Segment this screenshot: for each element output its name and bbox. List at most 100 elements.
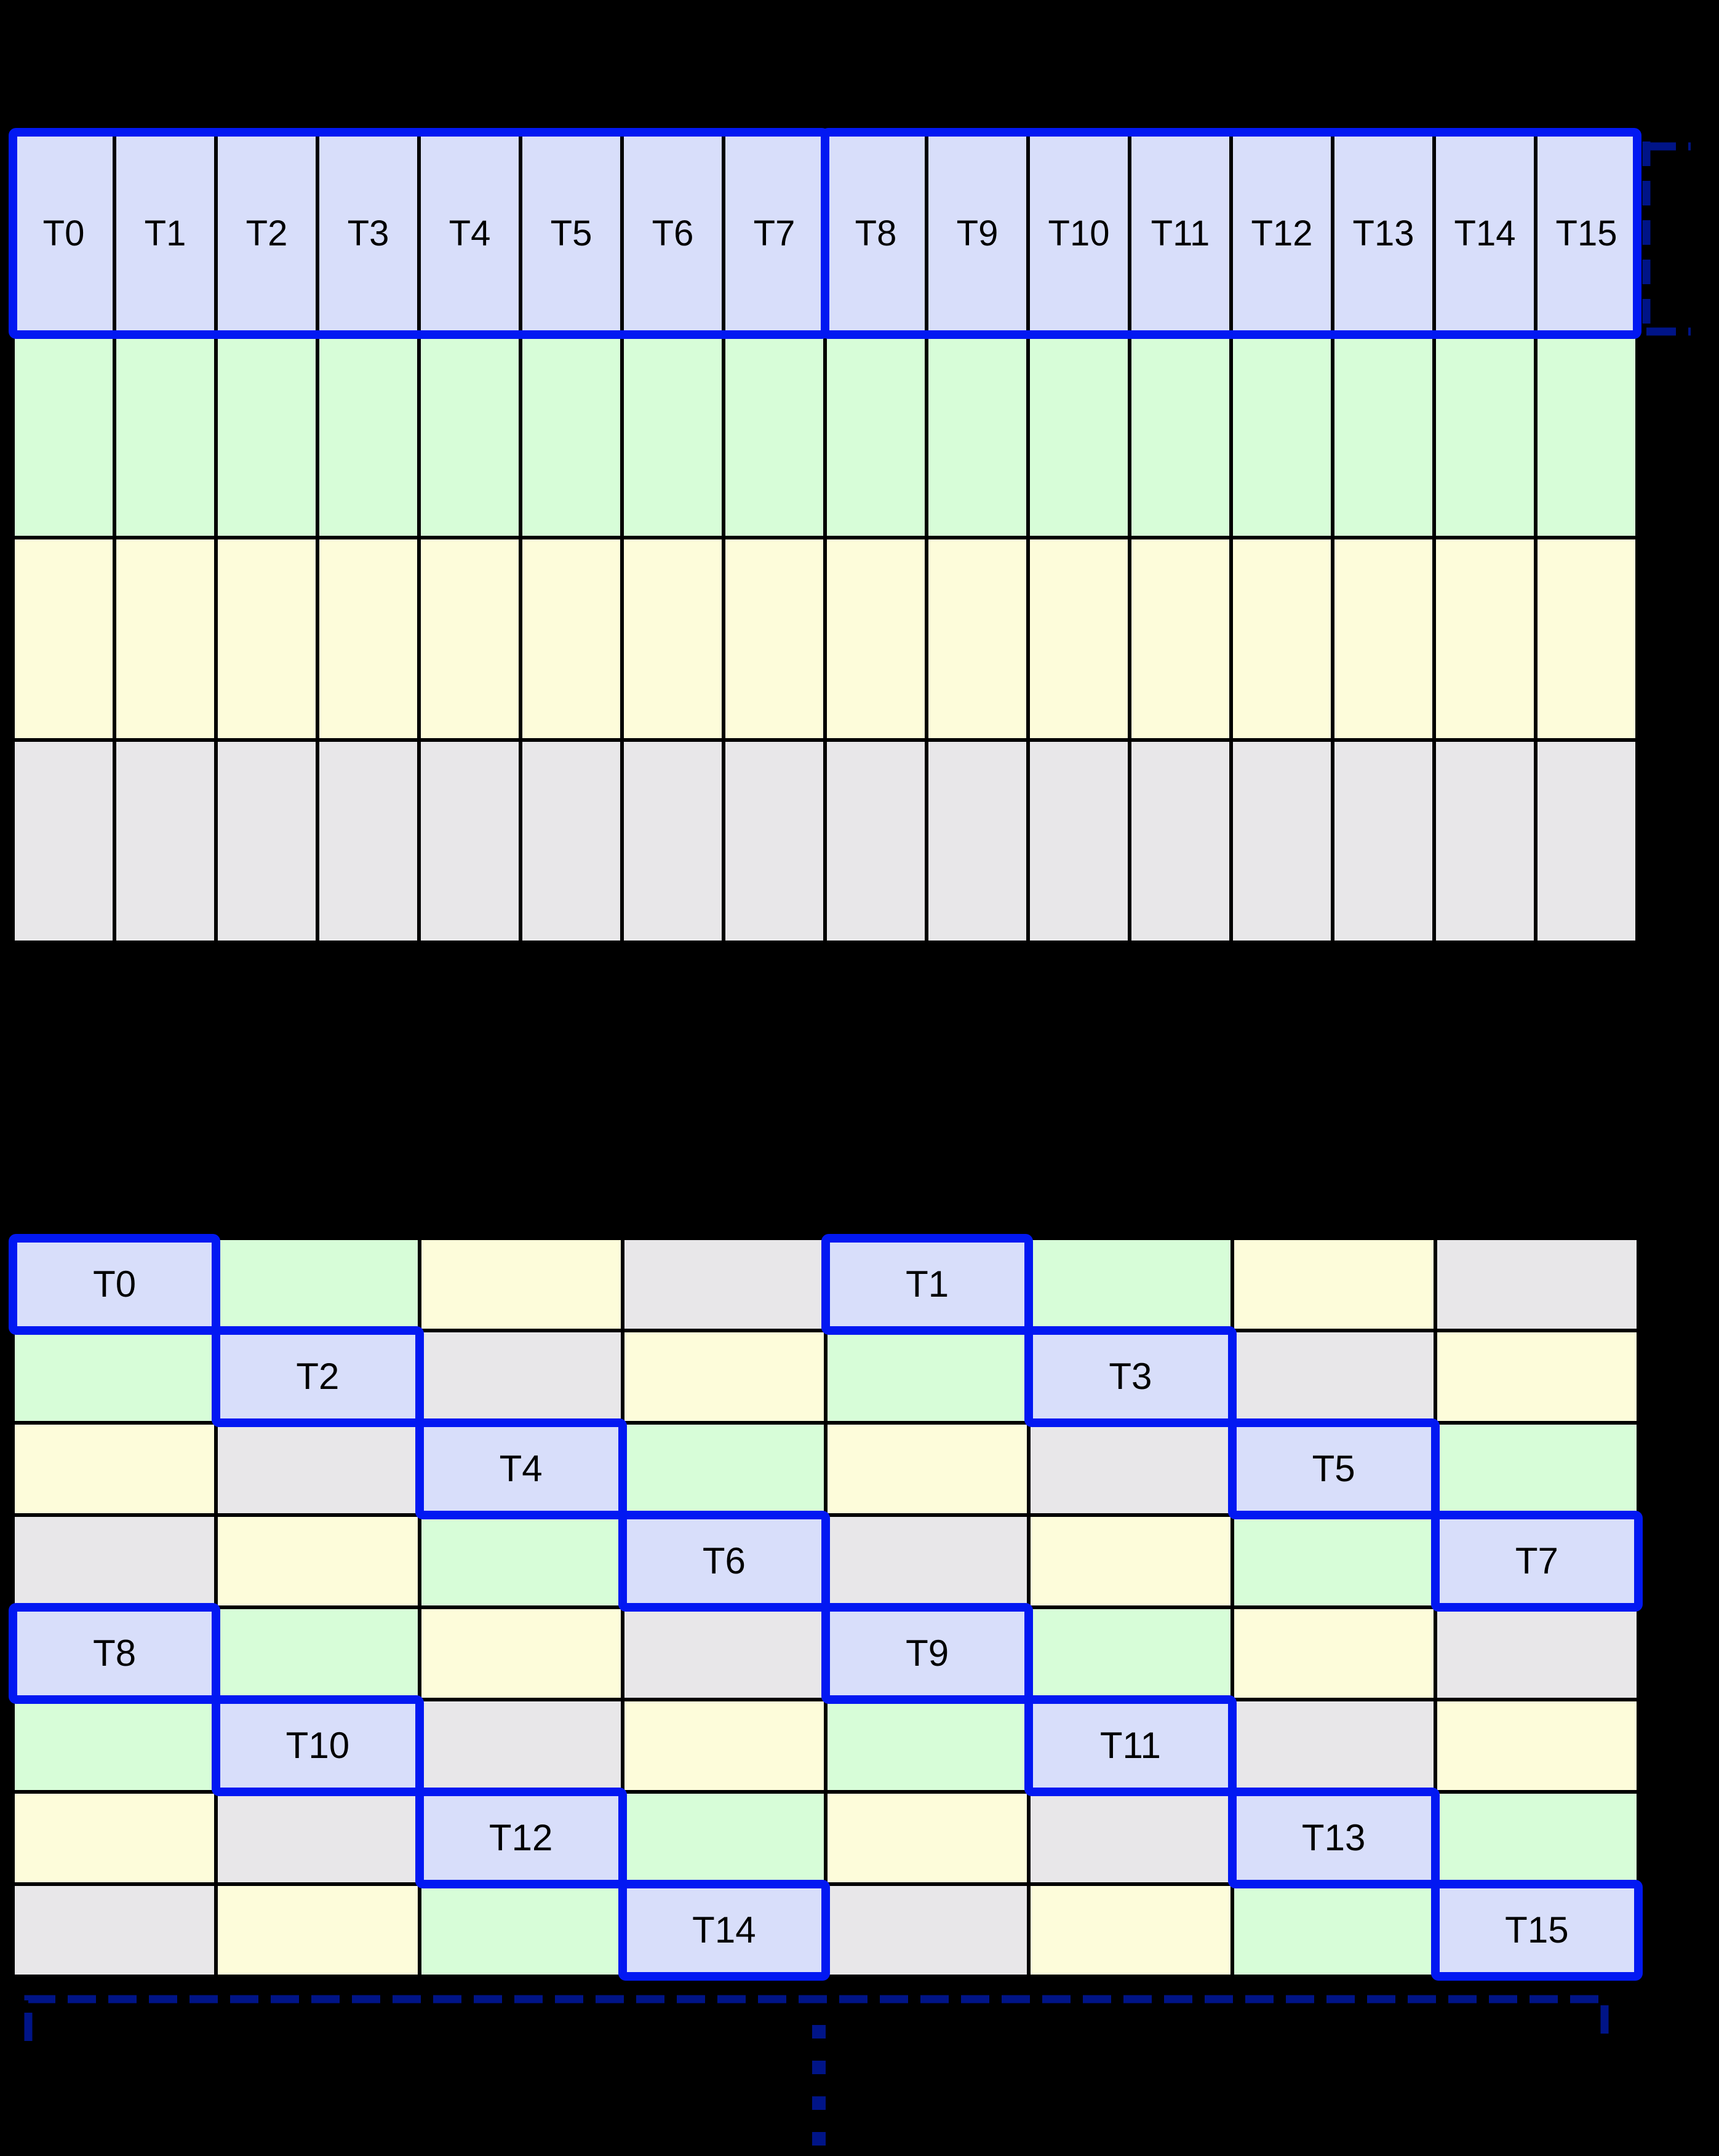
memory-cell-r4c7	[1437, 1609, 1637, 1698]
memory-cell-r1c1	[116, 336, 214, 536]
continuation-dot	[812, 2096, 826, 2110]
memory-cell-r3c0	[15, 741, 113, 941]
memory-cell-r6c3	[624, 1794, 824, 1882]
memory-cell-r4c3	[624, 1609, 824, 1698]
thread-cell-T1: T1	[116, 134, 214, 333]
memory-cell-r4c5	[1031, 1609, 1230, 1698]
memory-cell-r2c4	[828, 1425, 1027, 1513]
memory-cell-r1c2	[218, 336, 316, 536]
memory-cell-r2c8	[827, 539, 925, 738]
thread-highlight-T1: T1	[821, 1234, 1034, 1335]
memory-cell-r4c2	[421, 1609, 621, 1698]
thread-cell-T14: T14	[1436, 134, 1534, 333]
memory-cell-r7c6	[1234, 1886, 1434, 1975]
thread-label: T5	[1312, 1448, 1355, 1489]
thread-highlight-T11: T11	[1024, 1695, 1237, 1796]
memory-cell-r5c4	[828, 1701, 1027, 1790]
thread-highlight-T0: T0	[9, 1234, 221, 1335]
thread-label: T10	[285, 1725, 350, 1766]
thread-highlight-T13: T13	[1227, 1788, 1440, 1888]
continuation-dot	[812, 2132, 826, 2146]
memory-cell-r3c8	[827, 741, 925, 941]
memory-cell-r6c7	[1437, 1794, 1637, 1882]
memory-cell-r1c4	[828, 1332, 1027, 1421]
memory-cell-r2c0	[15, 1425, 215, 1513]
thread-highlight-T6: T6	[618, 1511, 830, 1612]
memory-cell-r1c11	[1131, 336, 1229, 536]
memory-cell-r5c5	[1031, 1701, 1230, 1790]
thread-highlight-T12: T12	[415, 1788, 627, 1888]
memory-cell-r3c4	[828, 1517, 1027, 1605]
memory-cell-r1c5	[522, 336, 620, 536]
thread-highlight-T15: T15	[1430, 1880, 1643, 1981]
memory-cell-r6c6	[1234, 1794, 1434, 1882]
memory-cell-r3c4	[421, 741, 519, 941]
continuation-dot	[812, 2061, 826, 2074]
thread-highlight-T7: T7	[1430, 1511, 1643, 1612]
memory-cell-r1c4	[421, 336, 519, 536]
memory-cell-r5c7	[1437, 1701, 1637, 1790]
memory-cell-r1c14	[1436, 336, 1534, 536]
thread-cell-T13: T13	[1334, 134, 1432, 333]
thread-label: T9	[906, 1633, 949, 1674]
memory-cell-r5c3	[624, 1701, 824, 1790]
thread-label: T12	[489, 1817, 553, 1858]
memory-cell-r2c3	[624, 1425, 824, 1513]
thread-cell-T0: T0	[15, 134, 113, 333]
memory-cell-r0c1	[218, 1240, 418, 1329]
memory-cell-r4c4	[828, 1609, 1027, 1698]
memory-cell-r5c1	[218, 1701, 418, 1790]
memory-cell-r2c9	[928, 539, 1026, 738]
memory-cell-r5c2	[421, 1701, 621, 1790]
memory-cell-r3c7	[1437, 1517, 1637, 1605]
thread-cell-T6: T6	[624, 134, 722, 333]
memory-cell-r7c1	[218, 1886, 418, 1975]
memory-cell-r7c0	[15, 1886, 215, 1975]
memory-cell-r3c14	[1436, 741, 1534, 941]
thread-label: T7	[1515, 1540, 1558, 1581]
memory-cell-r1c6	[1234, 1332, 1434, 1421]
memory-cell-r5c6	[1234, 1701, 1434, 1790]
thread-highlight-T4: T4	[415, 1418, 627, 1519]
thread-label: T8	[93, 1633, 137, 1674]
memory-cell-r2c4	[421, 539, 519, 738]
memory-cell-r4c1	[218, 1609, 418, 1698]
memory-cell-r3c15	[1538, 741, 1635, 941]
memory-cell-r1c10	[1030, 336, 1128, 536]
memory-cell-r3c1	[218, 1517, 418, 1605]
memory-cell-r0c4	[828, 1240, 1027, 1329]
thread-cell-T11: T11	[1131, 134, 1229, 333]
memory-cell-r2c2	[218, 539, 316, 738]
thread-label: T3	[1109, 1356, 1152, 1397]
memory-cell-r3c3	[624, 1517, 824, 1605]
memory-cell-r2c1	[218, 1425, 418, 1513]
memory-cell-r5c0	[15, 1701, 215, 1790]
memory-cell-r1c7	[1437, 1332, 1637, 1421]
thread-cell-T2: T2	[218, 134, 316, 333]
memory-cell-r1c1	[218, 1332, 418, 1421]
thread-highlight-T8: T8	[9, 1603, 221, 1704]
thread-cell-T15: T15	[1538, 134, 1635, 333]
memory-cell-r3c6	[624, 741, 722, 941]
thread-cell-T9: T9	[928, 134, 1026, 333]
memory-cell-r3c0	[15, 1517, 215, 1605]
memory-cell-r1c3	[624, 1332, 824, 1421]
thread-highlight-T3: T3	[1024, 1326, 1237, 1427]
memory-cell-r2c7	[725, 539, 823, 738]
table-width-bracket	[24, 1995, 1609, 2041]
memory-cell-r0c6	[1234, 1240, 1434, 1329]
memory-cell-r1c3	[319, 336, 417, 536]
memory-cell-r1c15	[1538, 336, 1635, 536]
memory-cell-r0c5	[1031, 1240, 1230, 1329]
memory-cell-r2c6	[624, 539, 722, 738]
memory-cell-r7c3	[624, 1886, 824, 1975]
thread-highlight-T10: T10	[212, 1695, 424, 1796]
memory-cell-r3c3	[319, 741, 417, 941]
thread-label: T4	[499, 1448, 543, 1489]
thread-cell-T5: T5	[522, 134, 620, 333]
memory-cell-r1c0	[15, 1332, 215, 1421]
memory-cell-r3c5	[522, 741, 620, 941]
memory-cell-r3c9	[928, 741, 1026, 941]
memory-cell-r2c10	[1030, 539, 1128, 738]
